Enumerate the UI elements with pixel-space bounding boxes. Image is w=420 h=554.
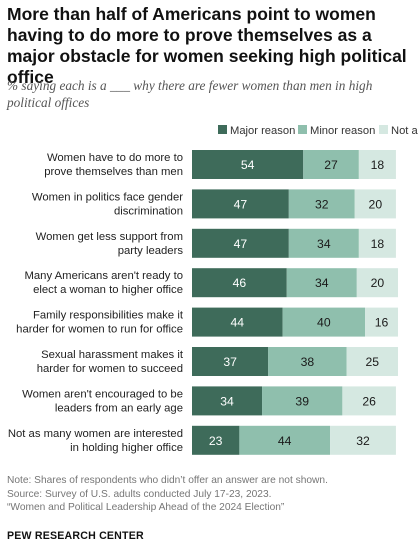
bar-major-reason <box>192 347 269 376</box>
data-label-major-reason: 46 <box>233 276 247 290</box>
bar-minor-reason <box>286 268 357 298</box>
bar-major-reason <box>192 386 263 416</box>
data-label-not-a-reason: 18 <box>371 158 385 172</box>
category-label-line: prove themselves than men <box>44 166 183 178</box>
legend-swatch-minor-reason <box>298 125 307 134</box>
bar-minor-reason <box>262 386 343 416</box>
data-label-major-reason: 23 <box>209 434 223 448</box>
category-label: Many Americans aren't ready to elect a wo… <box>24 270 183 296</box>
data-label-not-a-reason: 20 <box>371 276 385 290</box>
category-label: Women in politics face gender discriminat… <box>32 191 183 217</box>
data-label-major-reason: 44 <box>231 316 245 330</box>
note-text: Note: Shares of respondents who didn’t o… <box>7 475 328 486</box>
data-label-not-a-reason: 16 <box>375 316 389 330</box>
bar-major-reason <box>192 307 283 337</box>
bar-not-a-reason <box>365 307 398 337</box>
chart-notes: Note: Shares of respondents who didn’t o… <box>7 474 417 515</box>
bar-not-a-reason <box>356 268 398 298</box>
bar-minor-reason <box>239 425 331 455</box>
bar-major-reason <box>192 228 289 258</box>
data-label-minor-reason: 44 <box>278 434 292 448</box>
category-label: Not as many women are interested in holdi… <box>8 428 183 454</box>
data-label-minor-reason: 40 <box>317 316 331 330</box>
data-label-major-reason: 54 <box>241 158 255 172</box>
bar-not-a-reason <box>342 386 396 416</box>
category-label: Women aren't encouraged to be leaders fro… <box>22 388 183 414</box>
bar-minor-reason <box>288 228 359 258</box>
bar-minor-reason <box>268 347 347 376</box>
bar-not-a-reason <box>346 347 398 376</box>
data-label-not-a-reason: 26 <box>362 394 376 408</box>
bar-major-reason <box>192 189 289 219</box>
category-label: Women get less support from party leaders <box>36 231 184 257</box>
data-label-major-reason: 47 <box>234 237 248 251</box>
category-label-line: Family responsibilities make it <box>33 310 184 322</box>
category-label: Family responsibilities make it harder fo… <box>16 310 184 336</box>
data-label-not-a-reason: 25 <box>365 355 379 369</box>
category-label-line: Many Americans aren't ready to <box>24 270 183 282</box>
category-label-line: Sexual harassment makes it <box>41 349 184 361</box>
legend-label-major-reason: Major reason <box>230 125 295 137</box>
category-label-line: discrimination <box>114 205 183 217</box>
category-label-line: Women aren't encouraged to be <box>22 388 183 400</box>
chart-title: More than half of Americans point to wom… <box>7 4 407 87</box>
legend-label-minor-reason: Minor reason <box>310 125 375 137</box>
data-label-minor-reason: 32 <box>315 197 329 211</box>
bar-not-a-reason <box>358 150 396 179</box>
bar-minor-reason <box>282 307 366 337</box>
data-label-not-a-reason: 32 <box>356 434 370 448</box>
category-label-line: Women have to do more to <box>47 152 183 164</box>
data-label-minor-reason: 38 <box>301 355 315 369</box>
category-label-line: Women in politics face gender <box>32 191 183 203</box>
data-label-not-a-reason: 18 <box>371 237 385 251</box>
source-text: Source: Survey of U.S. adults conducted … <box>7 488 272 500</box>
category-label-line: harder for women to succeed <box>37 363 183 375</box>
data-label-major-reason: 37 <box>223 355 237 369</box>
data-label-minor-reason: 34 <box>315 276 329 290</box>
bar-major-reason <box>192 425 240 455</box>
category-label-line: Not as many women are interested <box>8 428 183 440</box>
category-label: Women have to do more to prove themselves… <box>44 152 183 178</box>
legend-swatch-major-reason <box>218 125 227 134</box>
bar-not-a-reason <box>354 189 396 219</box>
category-label-line: Women get less support from <box>36 231 183 243</box>
data-label-minor-reason: 27 <box>324 158 338 172</box>
data-label-not-a-reason: 20 <box>369 197 383 211</box>
chart-subtitle: % saying each is a ___ why there are few… <box>7 78 373 110</box>
bar-minor-reason <box>303 150 359 179</box>
category-label: Sexual harassment makes it harder for wom… <box>37 349 184 375</box>
bar-major-reason <box>192 268 287 298</box>
bar-not-a-reason <box>358 228 396 258</box>
brand-logo-text: PEW RESEARCH CENTER <box>7 530 144 542</box>
category-label-line: elect a woman to higher office <box>33 284 183 296</box>
bar-minor-reason <box>288 189 355 219</box>
category-label-line: party leaders <box>118 245 184 257</box>
bar-major-reason <box>192 150 304 179</box>
category-label-line: leaders from an early age <box>55 402 183 414</box>
category-label-line: in holding higher office <box>70 442 183 454</box>
data-label-major-reason: 34 <box>220 394 234 408</box>
legend-label-not-a-reason: Not a reason <box>391 125 420 137</box>
legend-swatch-not-a-reason <box>379 125 388 134</box>
category-label-line: harder for women to run for office <box>16 324 183 336</box>
data-label-major-reason: 47 <box>234 197 248 211</box>
data-label-minor-reason: 39 <box>295 394 309 408</box>
report-title: “Women and Political Leadership Ahead of… <box>7 502 285 513</box>
bar-not-a-reason <box>330 425 396 455</box>
data-label-minor-reason: 34 <box>317 237 331 251</box>
